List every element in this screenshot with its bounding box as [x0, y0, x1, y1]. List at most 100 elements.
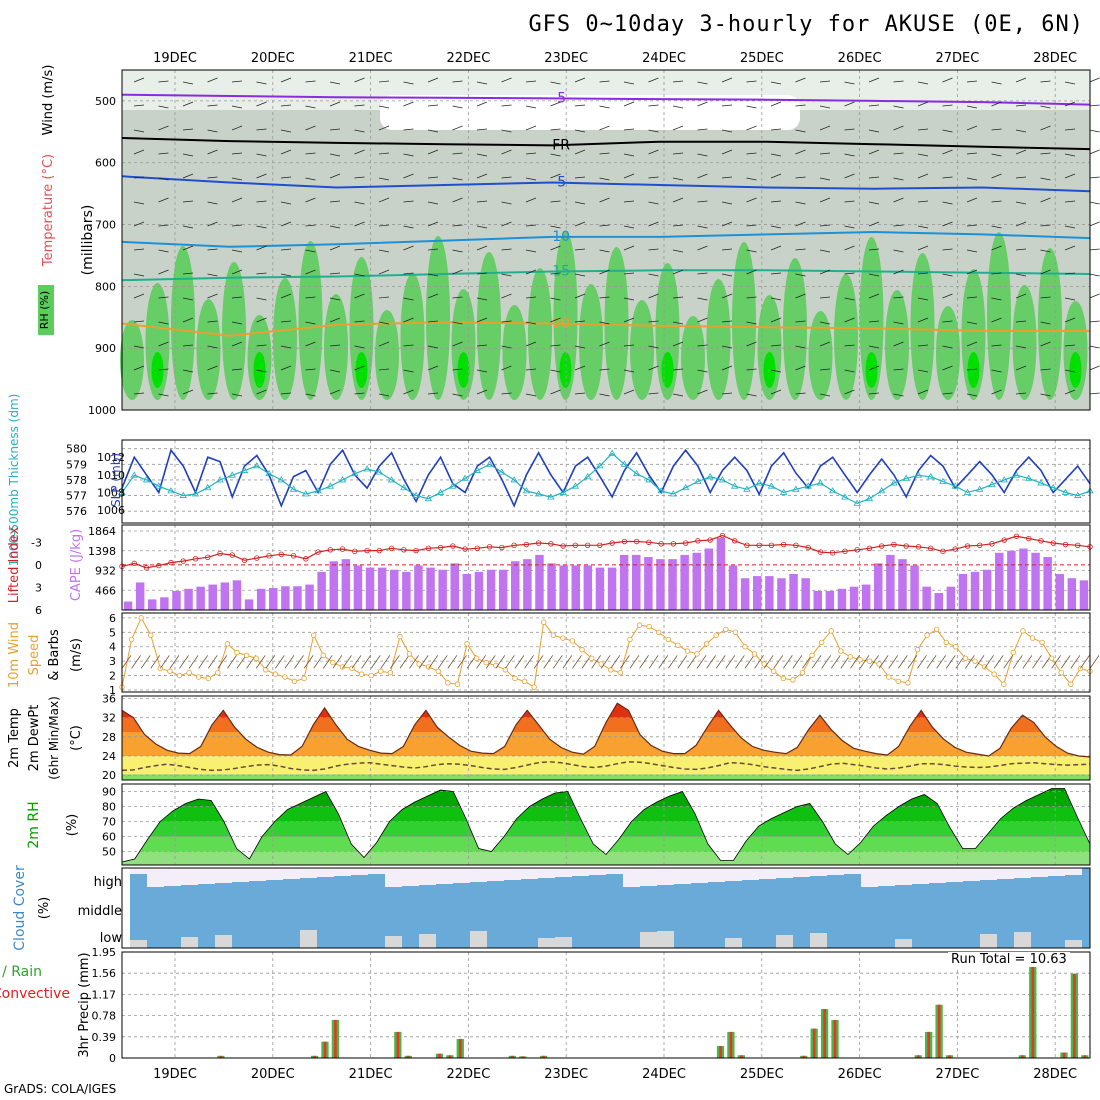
wind-barb — [452, 177, 463, 181]
wind-barb — [965, 655, 975, 669]
low-cloud-segment — [657, 931, 674, 948]
wind-barb — [893, 296, 904, 299]
wind-barb — [850, 655, 860, 669]
wind-barb — [623, 81, 635, 85]
wind-barb — [1015, 345, 1027, 349]
wind-barb — [672, 177, 684, 181]
wind-barb — [746, 249, 757, 253]
wind-barb — [697, 245, 708, 251]
wind-barb — [574, 149, 586, 155]
wind-speed-point — [358, 671, 365, 677]
wind-speed-point — [253, 655, 259, 661]
wind-barb — [888, 655, 899, 669]
lifted-index-point — [780, 541, 787, 548]
cape-bar — [498, 569, 508, 610]
wind-barb — [403, 225, 414, 229]
wind-barb — [1064, 81, 1076, 85]
precip-convective-bar — [1073, 973, 1076, 1058]
lifted-index-point — [241, 557, 248, 564]
wind-barb — [744, 655, 755, 669]
lifted-index-point — [903, 543, 909, 549]
y-tick-label: 1864 — [88, 525, 116, 538]
high-cloud-segment — [589, 868, 606, 875]
wind-speed-point — [1029, 635, 1036, 641]
cape-bar — [123, 601, 133, 610]
high-cloud-segment — [130, 868, 147, 874]
rh-saturated-region — [457, 352, 470, 388]
wind-barb — [231, 269, 243, 275]
thickness-point — [240, 466, 249, 473]
wind-barb — [280, 345, 292, 349]
precip-convective-bar — [438, 1053, 441, 1058]
y-tick-label: 1012 — [97, 451, 125, 464]
wind-barb — [677, 655, 688, 669]
cape-bar — [160, 597, 169, 610]
wind-barb — [1013, 655, 1023, 669]
cape-bar — [341, 559, 351, 610]
lifted-index-point — [474, 545, 481, 552]
rh-moist-region — [426, 236, 450, 400]
wind-barb — [158, 80, 169, 83]
wind-barb — [329, 344, 341, 347]
wind-barb — [993, 655, 1004, 669]
wind-barb — [917, 297, 929, 301]
wind-barb — [991, 389, 1002, 395]
wind-barb — [354, 392, 365, 395]
wind-barb — [543, 655, 553, 669]
thickness-point — [375, 468, 384, 475]
wind-barb — [746, 393, 757, 397]
axis-label: (millibars) — [80, 205, 96, 276]
wind-barb — [844, 225, 855, 229]
axis-label: SLP (mb) — [109, 453, 123, 507]
wind-barb — [305, 321, 316, 325]
panel-frame — [121, 612, 1091, 693]
lifted-index-point — [462, 546, 468, 552]
wind-barb — [256, 200, 267, 203]
wind-barb — [795, 392, 806, 395]
lifted-index-point — [1038, 538, 1044, 544]
wind-barb — [623, 389, 635, 395]
wind-barb — [207, 221, 218, 227]
temp-area-high — [122, 703, 1090, 732]
precip-convective-bar — [448, 1055, 452, 1058]
wind-barb — [329, 153, 341, 157]
wind-barb — [599, 224, 610, 227]
low-cloud-segment — [538, 938, 555, 948]
wind-barb — [574, 104, 586, 107]
wind-speed-point — [656, 629, 662, 636]
wind-barb — [280, 273, 292, 277]
wind-barb — [231, 393, 243, 397]
lifted-index-point — [977, 542, 983, 548]
wind-speed-point — [569, 638, 576, 644]
axis-label: (%) — [37, 897, 52, 920]
temp-line — [121, 702, 1091, 758]
rh-saturated-region — [355, 352, 368, 388]
wind-barb — [133, 176, 145, 179]
thickness-point — [608, 449, 616, 456]
lifted-index-point — [1062, 541, 1069, 548]
isotherm-line — [121, 175, 1091, 193]
wind-barb — [591, 655, 601, 669]
thickness-point — [473, 466, 482, 473]
wind-barb — [476, 245, 488, 251]
wind-barb — [1080, 655, 1090, 669]
wind-speed-point — [397, 633, 403, 640]
low-cloud-segment — [1014, 932, 1031, 948]
wind-barb — [550, 369, 561, 373]
high-cloud-segment — [997, 868, 1014, 879]
wind-speed-point — [694, 651, 700, 657]
high-cloud-segment — [538, 868, 555, 878]
wind-barb — [1040, 125, 1051, 131]
wind-barb — [1040, 296, 1051, 299]
thickness-point — [963, 488, 972, 495]
wind-barb — [280, 221, 292, 227]
thickness-point — [583, 473, 592, 480]
wind-barb — [795, 201, 806, 205]
wind-barb — [1089, 149, 1100, 155]
thickness-point — [620, 460, 629, 467]
wind-barb — [1060, 655, 1071, 669]
wind-barb — [795, 293, 806, 299]
wind-barb — [917, 200, 929, 203]
wind-barb — [844, 153, 855, 157]
wind-barb — [280, 129, 292, 133]
